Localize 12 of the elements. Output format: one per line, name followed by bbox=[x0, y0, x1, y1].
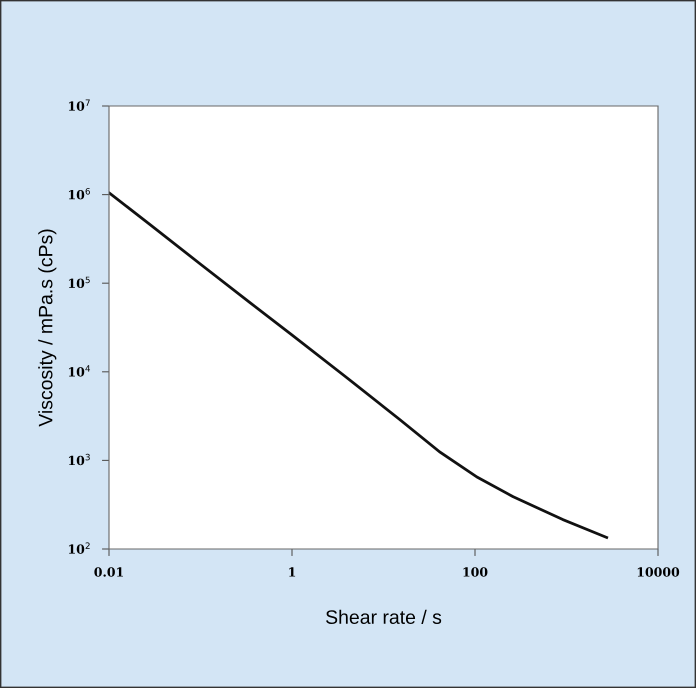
y-tick-label: 10$^{4}$ bbox=[68, 365, 90, 377]
y-tick-label: 10$^{2}$ bbox=[68, 542, 90, 554]
x-tick-label: 100 bbox=[463, 567, 488, 577]
x-axis-title: Shear rate / s bbox=[326, 610, 442, 624]
y-tick-label: 10$^{7}$ bbox=[68, 100, 90, 111]
y-tick-label: 10$^{5}$ bbox=[68, 276, 90, 288]
y-tick-label: 10$^{6}$ bbox=[68, 188, 90, 200]
x-tick-label: 10000 bbox=[638, 567, 680, 577]
x-tick-label: 1 bbox=[289, 567, 296, 577]
y-axis-title: Viscosity / mPa.s (cPs) bbox=[38, 229, 56, 427]
x-tick-label: 0.01 bbox=[94, 567, 123, 577]
y-tick-label: 10$^{3}$ bbox=[68, 454, 90, 466]
